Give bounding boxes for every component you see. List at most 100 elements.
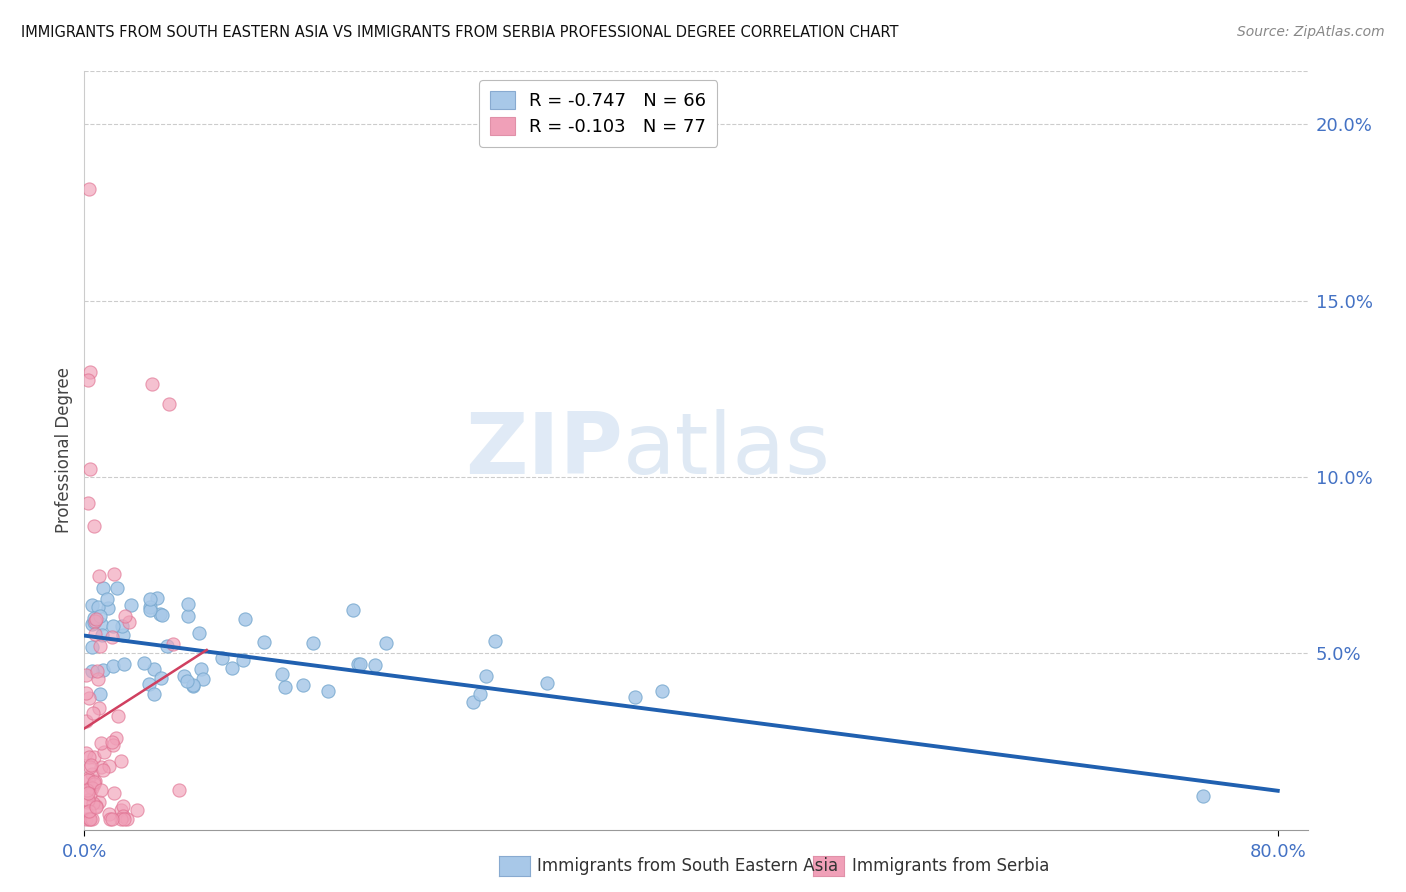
Point <box>87 701 110 715</box>
Point <box>103 786 125 800</box>
Point <box>110 803 132 817</box>
Point <box>77 749 100 764</box>
Point <box>162 637 184 651</box>
Point <box>143 688 166 702</box>
Point <box>83 615 105 629</box>
Point <box>91 581 114 595</box>
Point <box>112 657 135 671</box>
Point <box>346 657 368 671</box>
Point <box>83 773 105 788</box>
Point <box>84 799 107 814</box>
Point <box>77 690 100 705</box>
Point <box>176 674 198 689</box>
Point <box>103 567 125 582</box>
Point <box>157 397 180 411</box>
Point <box>363 657 385 672</box>
Point <box>145 591 167 606</box>
Point <box>134 656 156 670</box>
Point <box>97 601 120 615</box>
Point <box>77 812 100 826</box>
Point <box>79 461 101 475</box>
Point <box>475 669 498 683</box>
Point <box>139 591 162 606</box>
Point <box>1192 789 1215 804</box>
Point <box>76 783 98 797</box>
Point <box>107 708 129 723</box>
Point <box>82 706 104 720</box>
Point <box>181 679 204 693</box>
Point <box>86 599 108 614</box>
Point <box>83 749 105 764</box>
Point <box>141 376 163 391</box>
Point <box>111 799 134 814</box>
Point <box>93 746 115 760</box>
Point <box>536 676 558 690</box>
Point <box>111 619 134 633</box>
Point <box>232 653 254 667</box>
Point <box>115 812 138 826</box>
Point <box>118 615 141 629</box>
Point <box>221 660 243 674</box>
Point <box>93 763 115 777</box>
Point <box>316 684 339 698</box>
Point <box>484 634 506 648</box>
Text: IMMIGRANTS FROM SOUTH EASTERN ASIA VS IMMIGRANTS FROM SERBIA PROFESSIONAL DEGREE: IMMIGRANTS FROM SOUTH EASTERN ASIA VS IM… <box>21 25 898 40</box>
Point <box>75 812 97 826</box>
Point <box>83 611 105 625</box>
Point <box>75 746 97 760</box>
Point <box>120 598 142 612</box>
Point <box>90 616 112 631</box>
Point <box>96 591 118 606</box>
Point <box>149 607 172 622</box>
Point <box>79 760 101 774</box>
Text: atlas: atlas <box>623 409 831 492</box>
Point <box>89 639 111 653</box>
Point <box>80 598 103 612</box>
Point <box>77 786 100 800</box>
Point <box>125 803 148 817</box>
Point <box>181 678 204 692</box>
Point <box>342 603 364 617</box>
Text: Immigrants from Serbia: Immigrants from Serbia <box>852 857 1049 875</box>
Point <box>75 686 97 700</box>
Point <box>190 662 212 676</box>
Point <box>87 569 110 583</box>
Point <box>98 806 121 821</box>
Point <box>91 628 114 642</box>
Point <box>138 599 160 614</box>
Point <box>77 373 100 387</box>
Point <box>150 608 173 623</box>
Point <box>110 812 132 826</box>
Point <box>83 777 105 791</box>
Point <box>77 495 100 509</box>
Point <box>105 731 128 745</box>
Point <box>97 759 120 773</box>
Point <box>103 659 125 673</box>
Point <box>468 687 491 701</box>
Point <box>105 581 128 595</box>
Point <box>84 612 107 626</box>
Point <box>167 783 190 797</box>
Point <box>87 672 110 686</box>
Point <box>98 812 121 826</box>
Point <box>112 812 135 826</box>
Point <box>87 795 110 809</box>
Point <box>138 677 160 691</box>
Point <box>76 773 98 788</box>
Point <box>173 669 195 683</box>
Point <box>80 640 103 654</box>
Point <box>82 616 104 631</box>
Point <box>83 519 105 533</box>
Point <box>89 687 111 701</box>
Point <box>253 635 276 649</box>
Point <box>302 636 325 650</box>
Point <box>110 755 132 769</box>
Point <box>75 668 97 682</box>
Point <box>271 667 294 681</box>
Y-axis label: Professional Degree: Professional Degree <box>55 368 73 533</box>
Point <box>177 608 200 623</box>
Point <box>83 775 105 789</box>
Point <box>187 626 209 640</box>
Point <box>101 630 124 644</box>
Point <box>114 609 136 624</box>
